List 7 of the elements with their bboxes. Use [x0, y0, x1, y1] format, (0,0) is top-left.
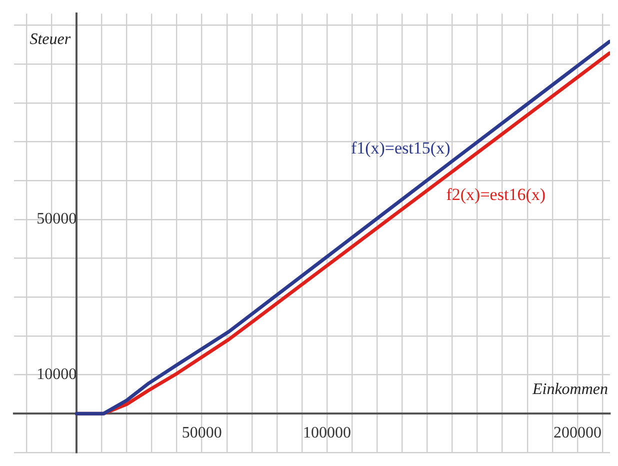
x-tick-label: 200000: [553, 424, 602, 442]
x-tick-label: 50000: [182, 424, 222, 442]
y-axis-title: Steuer: [30, 30, 72, 48]
series-label: f1(x)=est15(x): [350, 138, 450, 158]
x-tick-label: 100000: [303, 424, 352, 442]
x-axis-title: Einkommen: [531, 380, 608, 398]
series-label: f2(x)=est16(x): [446, 185, 546, 204]
